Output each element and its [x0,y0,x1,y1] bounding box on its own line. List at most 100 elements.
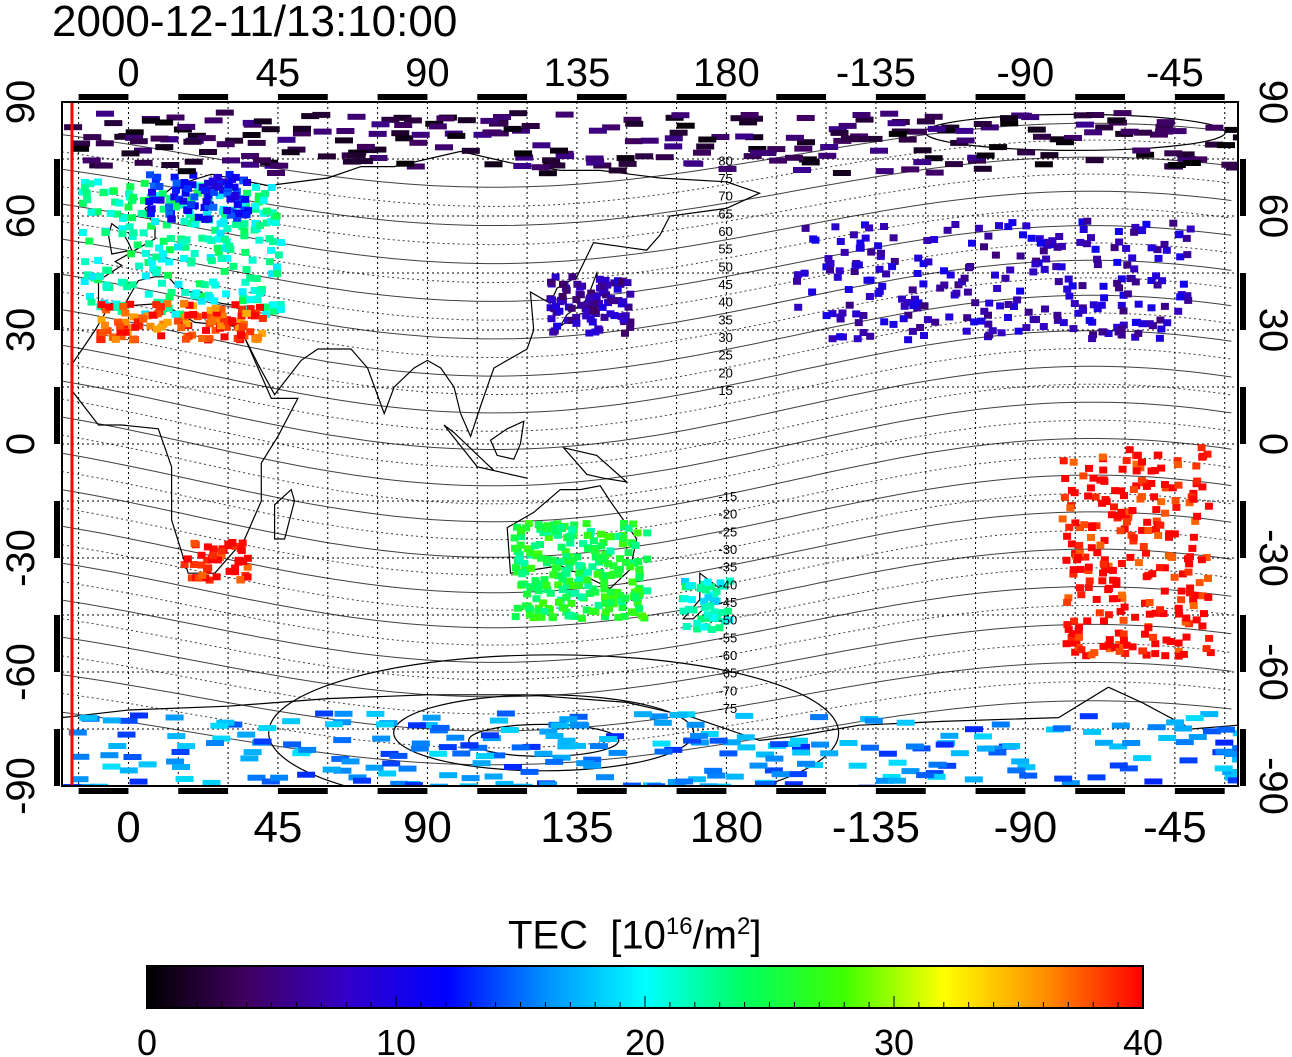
tec-cell [600,585,609,593]
tec-cell [1057,242,1066,250]
tec-cell [1147,304,1156,312]
magnetic-latitude-label: -15 [718,489,737,504]
tec-cell [575,574,584,582]
tec-cell [964,776,983,783]
tec-cell [559,280,567,288]
tec-cell [1227,777,1238,784]
tec-cell [539,728,558,735]
tec-cell [104,120,123,127]
tec-cell [1122,641,1131,649]
tec-cell [1068,630,1077,638]
magnetic-latitude-label: -70 [718,683,737,698]
tec-cell [676,122,695,129]
frame-stripe-bottom [477,788,528,794]
tec-cell [181,243,190,251]
tec-cell [276,301,285,308]
tec-cell [272,212,281,220]
tec-cell [241,248,250,256]
tec-cell [826,266,834,274]
tec-cell [1054,775,1073,782]
tec-cell [589,306,598,314]
tec-cell [1158,277,1166,285]
frame-stripe-right [1240,159,1246,216]
frame-stripe-bottom [277,788,328,794]
tec-cell [551,527,560,535]
tec-cell [689,606,698,614]
tec-cell [109,187,118,195]
tec-cell [582,312,591,320]
tec-cell [1186,553,1194,561]
tec-cell [976,152,995,159]
tec-cell [1107,511,1116,519]
tec-cell [1141,630,1149,638]
tec-cell [268,301,277,309]
tec-cell [539,599,548,607]
tec-cell [109,303,118,311]
tec-cell [298,746,317,753]
tec-cell [849,231,858,239]
tec-cell [852,112,871,118]
tec-cell [152,269,161,277]
tec-cell [1123,261,1132,269]
tec-cell [217,255,226,262]
tec-cell [626,318,635,326]
tec-cell [565,533,574,541]
tec-cell [243,189,252,197]
tec-cell [378,770,397,777]
tec-cell [1138,227,1147,235]
tec-cell [1154,532,1163,539]
tec-cell [181,189,190,197]
tec-cell [246,296,255,304]
tec-cell [1137,477,1146,485]
tec-cell [1006,266,1015,274]
tec-cell [223,207,232,214]
tec-cell [1061,475,1070,482]
y-tick-label-left: -60 [0,643,43,701]
tec-cell [272,219,280,227]
tec-cell [1019,772,1038,779]
tec-cell [81,258,90,266]
tec-cell [1205,124,1224,131]
tec-cell [838,122,857,129]
tec-cell [105,303,114,311]
tec-cell [511,744,530,751]
tec-cell [638,612,647,620]
tec-cell [197,561,206,569]
tec-cell [175,195,184,203]
tec-cell [368,130,387,137]
tec-cell [867,248,876,256]
magnetic-contour-line [62,662,1232,732]
magnetic-latitude-label: -50 [718,613,737,628]
tec-cell [864,717,883,724]
tec-cell [699,623,708,631]
y-tick-label-left: -90 [0,757,43,815]
tec-cell [1098,328,1107,336]
tec-cell [121,328,130,336]
tec-cell [516,541,525,549]
tec-cell [200,187,209,195]
tec-cell [1150,131,1168,138]
tec-cell [562,593,571,601]
frame-stripe-top [178,94,229,100]
tec-cell [1189,156,1208,163]
tec-cell [1183,251,1192,259]
tec-cell [991,251,1000,259]
tec-cell [181,289,190,296]
tec-cell [861,234,870,242]
tec-cell [1171,497,1180,504]
tec-cell [591,328,600,336]
colorbar-title-text: TEC [508,913,588,958]
tec-cell [157,332,166,340]
tec-cell [1182,234,1191,242]
tec-cell [1113,258,1122,266]
tec-cell [484,161,503,168]
tec-cell [225,137,244,144]
tec-cell [1084,492,1093,500]
tec-cell [149,182,158,190]
frame-stripe-top [377,94,428,100]
tec-region-arctic [64,109,1238,177]
tec-cell [133,241,142,249]
tec-cell [575,581,584,589]
tec-cell [643,587,652,595]
tec-cell [209,278,218,286]
